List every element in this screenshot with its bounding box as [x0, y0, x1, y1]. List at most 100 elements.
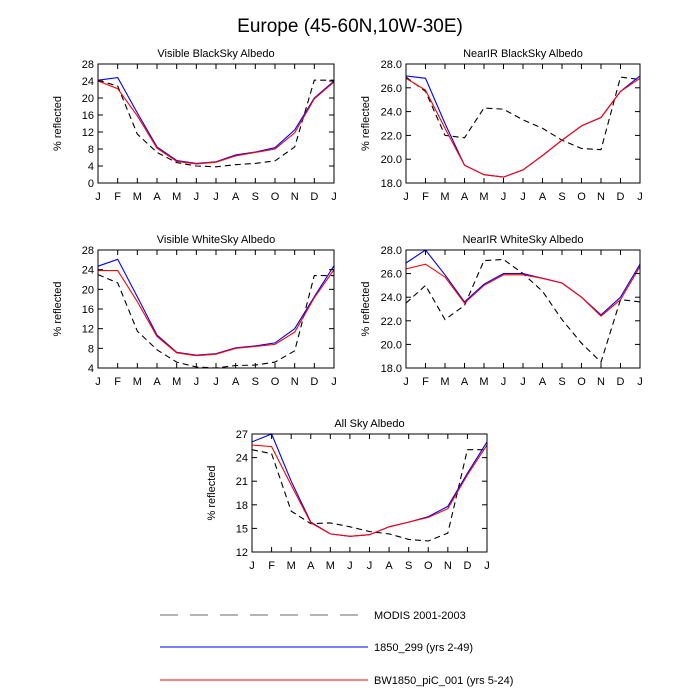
y-tick-label: 18.0 — [381, 363, 402, 375]
y-tick-label: 8 — [88, 144, 94, 156]
series-line-2 — [251, 433, 488, 537]
x-tick-label: F — [422, 376, 429, 388]
series-line-1 — [97, 79, 334, 168]
x-tick-label: N — [597, 191, 605, 203]
x-tick-label: O — [577, 376, 586, 388]
x-tick-label: F — [114, 191, 121, 203]
y-tick-label: 20.0 — [381, 339, 402, 351]
panel-title: NearIR WhiteSky Albedo — [462, 234, 583, 246]
plot-frame — [97, 249, 335, 369]
panel-title: Visible WhiteSky Albedo — [157, 234, 275, 246]
series-line-3 — [251, 444, 488, 537]
x-tick-label: A — [539, 376, 547, 388]
series-line-2 — [97, 258, 335, 356]
y-tick-label: 20.0 — [381, 154, 402, 166]
y-tick-label: 4 — [88, 363, 94, 375]
x-tick-label: S — [252, 376, 259, 388]
x-tick-label: M — [133, 191, 142, 203]
x-tick-label: A — [539, 191, 547, 203]
panel-title: NearIR BlackSky Albedo — [463, 48, 583, 60]
series-line-2 — [97, 77, 335, 164]
series-line-3 — [405, 263, 641, 317]
x-tick-label: O — [271, 191, 280, 203]
x-tick-label: M — [326, 560, 335, 572]
x-tick-label: S — [252, 191, 259, 203]
y-tick-label: 16 — [82, 110, 94, 122]
y-tick-label: 12 — [236, 547, 248, 559]
x-tick-label: J — [484, 560, 490, 572]
y-axis-label: % reflected — [52, 96, 64, 151]
x-tick-label: J — [347, 560, 353, 572]
x-tick-label: J — [194, 376, 200, 388]
y-tick-label: 20 — [82, 93, 94, 105]
x-tick-label: D — [617, 376, 625, 388]
y-tick-label: 8 — [88, 343, 94, 355]
plot-frame — [405, 63, 641, 184]
y-tick-label: 27 — [236, 429, 248, 441]
x-tick-label: M — [287, 560, 296, 572]
x-tick-label: J — [249, 560, 255, 572]
legend-label: 1850_299 (yrs 2-49) — [374, 642, 473, 654]
x-tick-label: M — [172, 376, 181, 388]
y-tick-label: 26.0 — [381, 269, 402, 281]
series-line-1 — [251, 449, 487, 542]
y-axis-label: % reflected — [206, 465, 218, 520]
x-tick-label: A — [461, 376, 469, 388]
x-tick-label: A — [385, 560, 393, 572]
x-tick-label: D — [617, 191, 625, 203]
y-axis-label: % reflected — [52, 281, 64, 336]
y-tick-label: 18.0 — [381, 178, 402, 190]
x-tick-label: F — [114, 376, 121, 388]
x-tick-label: O — [271, 376, 280, 388]
x-tick-label: M — [440, 191, 449, 203]
x-tick-label: A — [461, 191, 469, 203]
x-tick-label: J — [213, 376, 219, 388]
x-tick-label: D — [463, 560, 471, 572]
x-tick-label: O — [577, 191, 586, 203]
x-tick-label: D — [310, 376, 318, 388]
x-tick-label: J — [501, 376, 507, 388]
x-tick-label: J — [637, 191, 643, 203]
series-line-3 — [98, 269, 335, 357]
legend-item-3: BW1850_piC_001 (yrs 5-24) — [160, 675, 513, 687]
x-tick-label: M — [440, 376, 449, 388]
figure-title: Europe (45-60N,10W-30E) — [237, 16, 463, 37]
legend-item-1: MODIS 2001-2003 — [160, 610, 466, 622]
x-tick-label: N — [597, 376, 605, 388]
x-tick-label: F — [268, 560, 275, 572]
legend-label: MODIS 2001-2003 — [374, 610, 466, 622]
x-tick-label: A — [232, 376, 240, 388]
y-axis-label: % reflected — [360, 281, 372, 336]
y-tick-label: 28.0 — [381, 245, 402, 257]
x-tick-label: J — [367, 560, 373, 572]
series-line-1 — [405, 76, 641, 151]
legend-item-2: 1850_299 (yrs 2-49) — [160, 642, 473, 654]
y-tick-label: 24 — [236, 453, 248, 465]
x-tick-label: J — [501, 191, 507, 203]
x-tick-label: S — [558, 191, 565, 203]
series-line-3 — [97, 80, 335, 165]
x-tick-label: J — [95, 191, 101, 203]
y-axis-label: % reflected — [360, 96, 372, 151]
x-tick-label: J — [403, 376, 409, 388]
y-tick-label: 21 — [236, 476, 248, 488]
x-tick-label: N — [444, 560, 452, 572]
y-tick-label: 12 — [82, 127, 94, 139]
x-tick-label: M — [479, 376, 488, 388]
panel-title: All Sky Albedo — [334, 418, 404, 430]
series-line-3 — [405, 77, 641, 178]
y-tick-label: 22.0 — [381, 316, 402, 328]
x-tick-label: S — [558, 376, 565, 388]
y-tick-label: 24 — [82, 265, 94, 277]
y-tick-label: 18 — [236, 500, 248, 512]
y-tick-label: 28 — [82, 59, 94, 71]
x-tick-label: S — [405, 560, 412, 572]
y-tick-label: 28 — [82, 245, 94, 257]
x-tick-label: F — [422, 191, 429, 203]
x-tick-label: D — [310, 191, 318, 203]
x-tick-label: A — [307, 560, 315, 572]
y-tick-label: 0 — [88, 178, 94, 190]
